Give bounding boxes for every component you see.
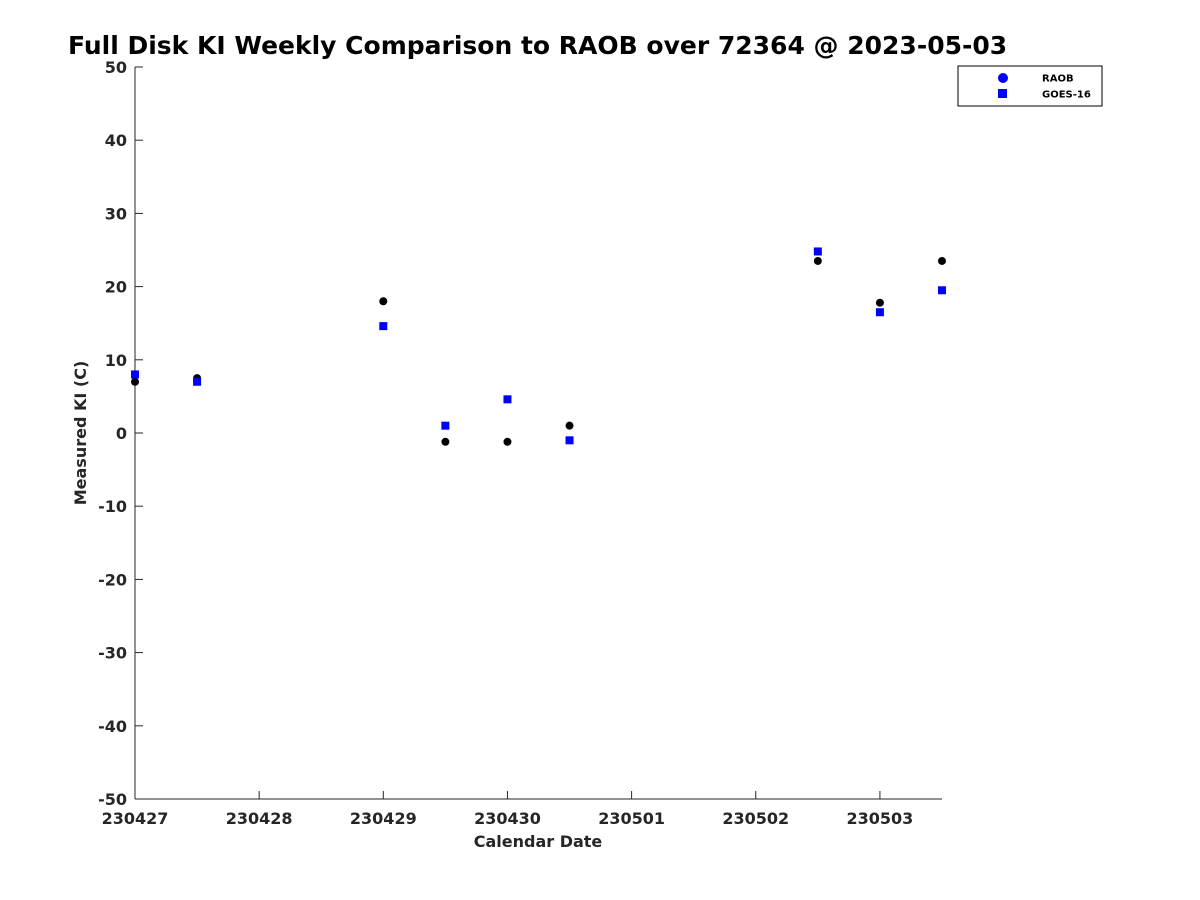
- x-tick-label: 230427: [102, 809, 169, 828]
- raob-point: [379, 297, 388, 306]
- y-tick-label: 20: [105, 278, 127, 297]
- raob-point: [813, 256, 822, 265]
- y-axis-ticks: -50 -40 -30 -20 -10 0 10 20 30 40 50: [98, 58, 143, 809]
- y-tick-label: -10: [98, 497, 127, 516]
- raob-point: [441, 437, 450, 446]
- x-tick-label: 230428: [226, 809, 293, 828]
- goes-16-point: [875, 308, 884, 317]
- goes-16-point: [193, 377, 202, 386]
- chart-title: Full Disk KI Weekly Comparison to RAOB o…: [68, 31, 1008, 60]
- axes: [134, 67, 942, 800]
- legend-marker-raob: [998, 73, 1008, 83]
- legend-box: [957, 65, 1103, 107]
- raob-point: [565, 421, 574, 430]
- x-tick-label: 230430: [474, 809, 541, 828]
- goes-16-point: [503, 395, 512, 404]
- legend-label-raob: RAOB: [1042, 74, 1074, 85]
- x-axis-ticks: 230427 230428 230429 230430 230501 230502 2305…: [102, 791, 914, 828]
- goes-16-point: [441, 421, 450, 430]
- y-tick-label: 0: [116, 424, 127, 443]
- goes-16-point: [131, 370, 139, 379]
- legend: RAOB GOES-16: [957, 65, 1103, 107]
- y-tick-label: -50: [98, 790, 127, 809]
- goes-16-point: [565, 436, 574, 445]
- y-axis-label: Measured KI (C): [71, 361, 90, 506]
- y-tick-label: 30: [105, 204, 127, 223]
- y-tick-label: -40: [98, 717, 127, 736]
- x-tick-label: 230429: [350, 809, 417, 828]
- x-tick-label: 230502: [722, 809, 789, 828]
- raob-point: [938, 256, 946, 265]
- y-tick-label: 10: [105, 351, 127, 370]
- x-tick-label: 230503: [847, 809, 914, 828]
- x-axis-label: Calendar Date: [474, 832, 603, 851]
- goes-16-point: [379, 322, 388, 331]
- raob-point: [503, 437, 512, 446]
- y-tick-label: 40: [105, 131, 127, 150]
- y-tick-label: -20: [98, 570, 127, 589]
- raob-point: [131, 377, 139, 386]
- y-tick-label: 50: [105, 58, 127, 77]
- x-tick-label: 230501: [598, 809, 665, 828]
- legend-marker-goes-16: [998, 89, 1007, 98]
- goes-16-point: [813, 247, 822, 256]
- y-tick-label: -30: [98, 644, 127, 663]
- raob-point: [875, 298, 884, 307]
- goes-16-point: [938, 286, 946, 295]
- data-points: [131, 247, 946, 446]
- legend-label-goes-16: GOES-16: [1042, 90, 1091, 101]
